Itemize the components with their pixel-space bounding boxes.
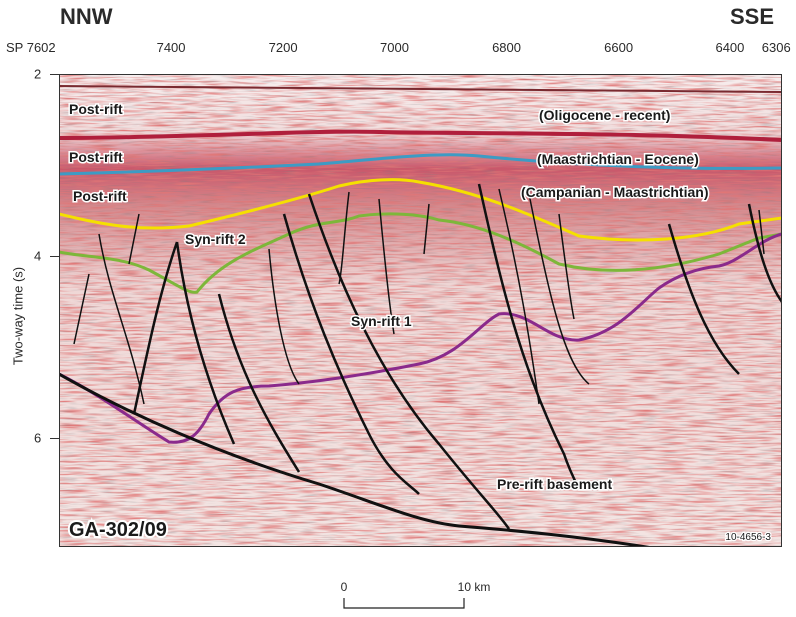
fault	[338, 191, 350, 285]
scale-bar-start-label: 0	[340, 580, 348, 594]
unit-label-post-rift-2: Post-rift	[69, 149, 123, 165]
unit-label-campanian-maastrichtian: (Campanian - Maastrichtian)	[521, 184, 708, 200]
unit-label-syn-rift-1: Syn-rift 1	[351, 313, 412, 329]
fault	[498, 188, 540, 405]
shotpoint-label: 7200	[268, 40, 298, 55]
seafloor-horizon	[59, 85, 782, 93]
shotpoint-label: 6800	[492, 40, 521, 55]
fault	[558, 213, 575, 320]
fault	[217, 293, 301, 473]
shotpoint-label: 6600	[604, 40, 634, 55]
unit-label-pre-rift-basement: Pre-rift basement	[497, 476, 612, 492]
fault	[73, 273, 90, 345]
unit-label-post-rift-1-fg: Post-rift	[69, 101, 123, 117]
fault	[378, 198, 395, 335]
campanian-maastrichtian-yellow-horizon	[59, 178, 782, 242]
shotpoint-label: 6400	[715, 40, 745, 55]
shotpoint-label: 6306	[761, 40, 791, 55]
nnw-direction-label: NNW	[60, 4, 113, 29]
scale-bar-line	[343, 598, 465, 609]
shotpoint-label: 7400	[156, 40, 186, 55]
figure-code: 10-4656-3	[725, 532, 771, 543]
fault-main-detachment	[59, 372, 656, 547]
seismic-line-name: GA-302/09	[69, 519, 167, 541]
twt-tick-label: 4	[34, 248, 42, 264]
fault	[667, 223, 740, 375]
unit-label-oligocene-recent-fg: (Oligocene - recent)	[539, 107, 670, 123]
unit-label-post-rift-1: Post-rift	[69, 101, 123, 117]
fault	[747, 203, 782, 303]
fault	[268, 248, 300, 385]
y-axis-title: Two-way time (s)	[10, 266, 26, 366]
maastrichtian-eocene-blue-horizon	[59, 153, 782, 176]
section-frame	[59, 74, 782, 547]
twt-tick-mark	[50, 74, 59, 75]
shotpoint-label: 7000	[380, 40, 409, 55]
scale-bar	[343, 598, 465, 609]
twt-tick-mark	[50, 255, 59, 257]
unit-label-syn-rift-2: Syn-rift 2	[185, 231, 246, 247]
shotpoint-label: SP 7602	[6, 40, 56, 55]
unit-label-maastrichtian-eocene: (Maastrichtian - Eocene)	[537, 151, 699, 167]
fault	[307, 193, 511, 530]
seismic-texture-dark	[59, 74, 782, 547]
fault	[477, 183, 581, 490]
post-rift-top-red-horizon	[59, 129, 782, 142]
fault	[282, 213, 420, 495]
fault	[98, 233, 145, 405]
unit-label-post-rift-3: Post-rift	[73, 188, 127, 204]
fault	[128, 213, 140, 265]
twt-tick-label: 6	[34, 430, 42, 446]
twt-tick-label: 2	[34, 66, 42, 82]
twt-tick-mark	[50, 437, 59, 439]
unit-label-oligocene-recent: (Oligocene - recent)	[539, 107, 670, 123]
fault	[423, 203, 430, 255]
scale-bar-end-label: 10 km	[457, 580, 491, 594]
sse-direction-label: SSE	[730, 4, 775, 29]
fault	[175, 241, 236, 445]
fault	[132, 241, 179, 415]
fault	[758, 209, 765, 255]
seismic-section: Post-rift Post-rift (Oligocene - recent)…	[59, 74, 782, 547]
fault	[528, 193, 590, 385]
